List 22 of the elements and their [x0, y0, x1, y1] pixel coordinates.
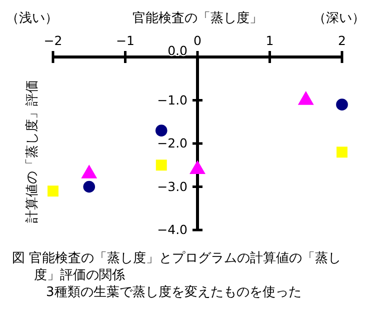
x-tick-label: −2: [44, 33, 62, 48]
x-tick-label: 1: [266, 33, 274, 48]
x-axis-title: 官能検査の「蒸し度」: [132, 10, 262, 26]
y-tick-label: −2.0: [157, 136, 188, 150]
y-tick-label: 0.0: [168, 43, 188, 58]
point: [83, 180, 96, 193]
y-tick-label: −1.0: [157, 92, 188, 108]
point: [155, 124, 168, 136]
point: [336, 98, 348, 110]
text: 図 官能検査の「蒸し度」とプログラムの計算値の「蒸し度」評価の関係: [12, 250, 342, 283]
y-tick-label: −4.0: [157, 222, 188, 237]
x-tick-label: −1: [116, 33, 134, 48]
text: （浅い）: [6, 11, 58, 26]
text: （深い）: [313, 11, 365, 26]
x-tick-label: 0: [194, 33, 202, 48]
point: [156, 160, 167, 171]
y-tick-label: −3.0: [157, 178, 188, 194]
point: [48, 186, 58, 197]
y-axis-title: 計算値の「蒸し度」評価: [24, 80, 40, 223]
text: 3種類の生葉で蒸し度を変えたものを使った: [46, 284, 302, 300]
x-tick-label: 2: [338, 33, 346, 48]
point: [336, 146, 348, 158]
